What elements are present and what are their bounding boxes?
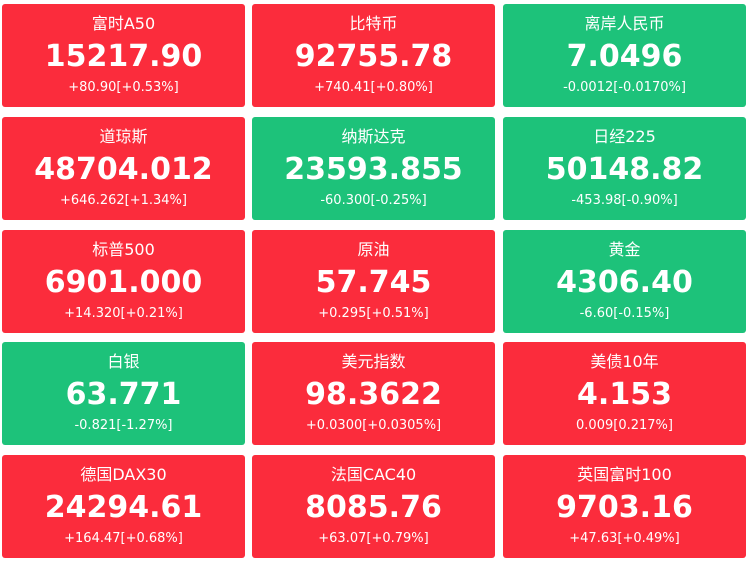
quote-name: 美债10年 bbox=[590, 352, 659, 371]
quote-price: 4.153 bbox=[577, 377, 672, 412]
quote-price: 6901.000 bbox=[44, 265, 203, 300]
quote-tile-ftse-china-a50[interactable]: 富时A50 15217.90 +80.90[+0.53%] bbox=[2, 4, 245, 107]
quote-change: +47.63[+0.49%] bbox=[569, 531, 680, 546]
quote-name: 美元指数 bbox=[341, 352, 406, 371]
quote-change: +164.47[+0.68%] bbox=[64, 531, 183, 546]
quote-name: 离岸人民币 bbox=[584, 14, 665, 33]
quote-name: 道琼斯 bbox=[99, 127, 148, 146]
quote-name: 黄金 bbox=[608, 240, 641, 259]
quote-name: 日经225 bbox=[593, 127, 656, 146]
quote-tile-cac-40[interactable]: 法国CAC40 8085.76 +63.07[+0.79%] bbox=[252, 455, 495, 558]
quote-price: 24294.61 bbox=[44, 490, 203, 525]
quote-name: 纳斯达克 bbox=[341, 127, 406, 146]
quote-tile-crude-oil[interactable]: 原油 57.745 +0.295[+0.51%] bbox=[252, 230, 495, 333]
quote-price: 63.771 bbox=[65, 377, 182, 412]
quote-name: 比特币 bbox=[349, 14, 398, 33]
quote-name: 德国DAX30 bbox=[80, 465, 167, 484]
quote-name: 英国富时100 bbox=[577, 465, 672, 484]
quote-price: 9703.16 bbox=[556, 490, 693, 525]
quote-price: 92755.78 bbox=[294, 39, 453, 74]
quote-name: 原油 bbox=[357, 240, 390, 259]
quote-tile-dollar-index[interactable]: 美元指数 98.3622 +0.0300[+0.0305%] bbox=[252, 342, 495, 445]
quote-tile-us-10y-treasury[interactable]: 美债10年 4.153 0.009[0.217%] bbox=[503, 342, 746, 445]
quote-change: +646.262[+1.34%] bbox=[60, 193, 187, 208]
quote-price: 98.3622 bbox=[305, 377, 442, 412]
quote-tile-silver[interactable]: 白银 63.771 -0.821[-1.27%] bbox=[2, 342, 245, 445]
quote-tile-nikkei-225[interactable]: 日经225 50148.82 -453.98[-0.90%] bbox=[503, 117, 746, 220]
quote-price: 7.0496 bbox=[566, 39, 683, 74]
quote-tile-dax-30[interactable]: 德国DAX30 24294.61 +164.47[+0.68%] bbox=[2, 455, 245, 558]
quote-price: 8085.76 bbox=[305, 490, 442, 525]
quote-tile-offshore-cny[interactable]: 离岸人民币 7.0496 -0.0012[-0.0170%] bbox=[503, 4, 746, 107]
quote-change: -0.0012[-0.0170%] bbox=[563, 80, 686, 95]
quote-price: 48704.012 bbox=[34, 152, 213, 187]
quote-tile-gold[interactable]: 黄金 4306.40 -6.60[-0.15%] bbox=[503, 230, 746, 333]
quote-change: +740.41[+0.80%] bbox=[314, 80, 433, 95]
quote-tile-bitcoin[interactable]: 比特币 92755.78 +740.41[+0.80%] bbox=[252, 4, 495, 107]
quote-tile-ftse-100[interactable]: 英国富时100 9703.16 +47.63[+0.49%] bbox=[503, 455, 746, 558]
quote-name: 白银 bbox=[107, 352, 140, 371]
quote-tile-dow-jones[interactable]: 道琼斯 48704.012 +646.262[+1.34%] bbox=[2, 117, 245, 220]
quote-price: 50148.82 bbox=[545, 152, 704, 187]
quote-name: 富时A50 bbox=[91, 14, 156, 33]
quote-price: 15217.90 bbox=[44, 39, 203, 74]
quote-change: -60.300[-0.25%] bbox=[320, 193, 427, 208]
quote-change: -6.60[-0.15%] bbox=[579, 306, 670, 321]
quote-price: 57.745 bbox=[315, 265, 432, 300]
quote-tile-nasdaq[interactable]: 纳斯达克 23593.855 -60.300[-0.25%] bbox=[252, 117, 495, 220]
quote-tile-sp-500[interactable]: 标普500 6901.000 +14.320[+0.21%] bbox=[2, 230, 245, 333]
quote-change: +0.295[+0.51%] bbox=[318, 306, 429, 321]
quote-price: 4306.40 bbox=[556, 265, 693, 300]
quote-change: -453.98[-0.90%] bbox=[571, 193, 678, 208]
quote-change: +63.07[+0.79%] bbox=[318, 531, 429, 546]
quote-change: +80.90[+0.53%] bbox=[68, 80, 179, 95]
quote-change: -0.821[-1.27%] bbox=[74, 418, 173, 433]
quote-change: 0.009[0.217%] bbox=[576, 418, 673, 433]
quote-name: 法国CAC40 bbox=[330, 465, 417, 484]
quote-price: 23593.855 bbox=[284, 152, 463, 187]
quote-name: 标普500 bbox=[92, 240, 155, 259]
quote-change: +0.0300[+0.0305%] bbox=[305, 418, 442, 433]
quote-change: +14.320[+0.21%] bbox=[64, 306, 183, 321]
